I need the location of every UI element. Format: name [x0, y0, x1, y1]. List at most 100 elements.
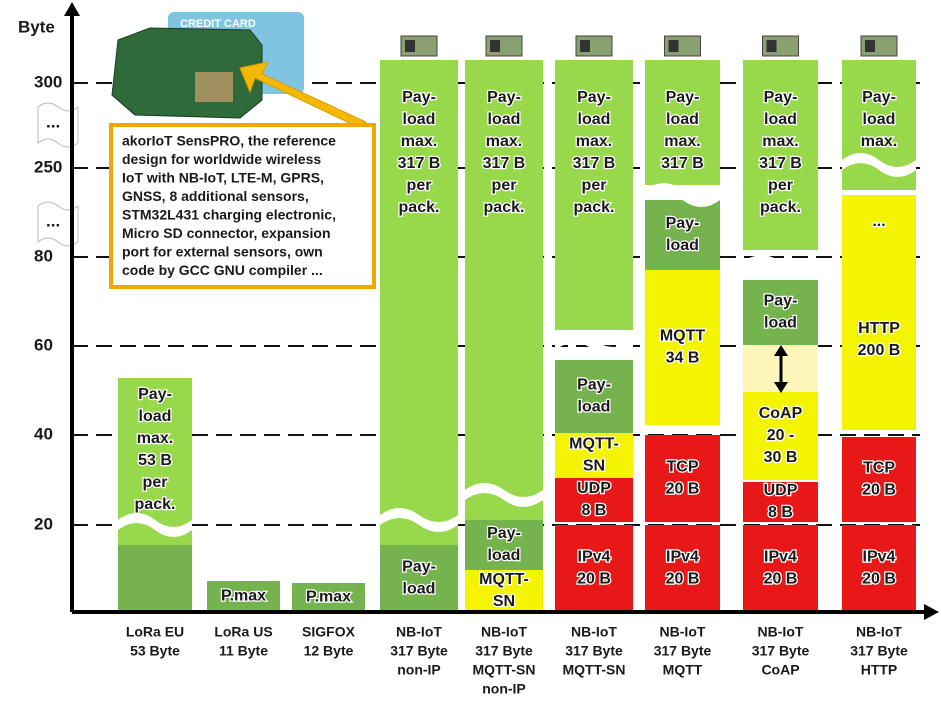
block-text: IPv4: [578, 549, 611, 566]
block: [645, 60, 720, 185]
block-text: pack.: [484, 199, 525, 216]
callout-text: akorIoT SensPRO, the reference: [122, 133, 336, 149]
block-text: 30 B: [764, 449, 798, 466]
block-text: UDP: [764, 482, 798, 499]
block: [465, 570, 543, 612]
block-text: max.: [401, 133, 437, 150]
block: [645, 200, 720, 270]
block: [842, 250, 916, 430]
block-text: P.max: [221, 588, 266, 605]
block: [465, 520, 543, 570]
block-text: per: [143, 474, 168, 491]
block-text: max.: [576, 133, 612, 150]
y-tick-label: 250: [34, 157, 62, 176]
callout-text: code by GCC GNU compiler ...: [122, 262, 323, 278]
block-text: TCP: [667, 459, 699, 476]
y-axis-arrow: [64, 2, 80, 16]
column-label: 317 Byte: [850, 643, 908, 659]
column-label: LoRa US: [214, 624, 272, 640]
block: [555, 60, 633, 330]
block-text: HTTP: [858, 320, 900, 337]
block-text: Pay-: [402, 559, 436, 576]
block: [380, 545, 458, 612]
break-wave: [842, 153, 916, 177]
block-text: Pay-: [764, 89, 798, 106]
block-text: 20 B: [666, 481, 700, 498]
column-label: NB-IoT: [481, 624, 527, 640]
block-text: load: [578, 399, 611, 416]
column-label: HTTP: [861, 662, 898, 678]
module-chip: [668, 40, 679, 52]
column-label: MQTT: [663, 662, 703, 678]
block-text: load: [403, 111, 436, 128]
block-text: MQTT: [660, 328, 706, 345]
block-text: 200 B: [858, 342, 901, 359]
block: [842, 437, 916, 522]
block: [842, 195, 916, 250]
block-text: Pay-: [862, 89, 896, 106]
block-text: 20 B: [764, 571, 798, 588]
column-label: SIGFOX: [302, 624, 356, 640]
callout-text: design for worldwide wireless: [122, 151, 321, 167]
break-wave: [465, 483, 543, 507]
block-text: 53 B: [138, 452, 172, 469]
block-text: Pay-: [764, 293, 798, 310]
block-text: 20 B: [862, 571, 896, 588]
block-text: load: [764, 111, 797, 128]
y-tick-label: 40: [34, 424, 53, 443]
block: [118, 545, 192, 612]
block-text: Pay-: [402, 89, 436, 106]
block-text: max.: [486, 133, 522, 150]
module-chip: [766, 40, 777, 52]
block: [743, 525, 818, 612]
break-wave: [645, 183, 720, 207]
block-text: pack.: [135, 496, 176, 513]
break-wave: [118, 513, 192, 537]
column-label: CoAP: [761, 662, 799, 678]
block-text: Pay-: [138, 386, 172, 403]
callout-text: port for external sensors, own: [122, 244, 323, 260]
break-wave: [555, 333, 633, 357]
column-label: NB-IoT: [396, 624, 442, 640]
card-label: CREDIT CARD: [180, 18, 256, 30]
block-text: pack.: [574, 199, 615, 216]
block: [743, 280, 818, 345]
device-photo: CREDIT CARD: [111, 12, 304, 119]
block-text: 8 B: [768, 504, 793, 521]
block-text: ...: [872, 213, 885, 230]
block-text: SN: [583, 458, 605, 475]
block: [555, 433, 633, 478]
block-text: per: [492, 177, 517, 194]
block: [645, 270, 720, 425]
block: [842, 525, 916, 612]
callout-arrow: [239, 61, 367, 129]
block: [555, 478, 633, 522]
callout-text: STM32L431 charging electronic,: [122, 207, 336, 223]
callout-text: Micro SD connector, expansion: [122, 225, 331, 241]
block-text: 317 B: [759, 155, 802, 172]
column-label: MQTT-SN: [473, 662, 536, 678]
block-text: pack.: [760, 199, 801, 216]
column-label: non-IP: [397, 662, 441, 678]
block: [743, 482, 818, 522]
block-text: Pay-: [577, 377, 611, 394]
callout-box: [109, 123, 376, 289]
block-text: 8 B: [582, 502, 607, 519]
block: [207, 581, 280, 612]
block-text: load: [666, 111, 699, 128]
block: [743, 392, 818, 480]
block-text: per: [768, 177, 793, 194]
y-tick-label: 300: [34, 72, 62, 91]
block-text: 317 B: [661, 155, 704, 172]
block-text: IPv4: [863, 549, 896, 566]
y-tick-label: 80: [34, 246, 53, 265]
block-text: UDP: [577, 480, 611, 497]
column-label: MQTT-SN: [563, 662, 626, 678]
block-text: 317 B: [573, 155, 616, 172]
block-text: TCP: [863, 460, 895, 477]
block-text: max.: [762, 133, 798, 150]
column-label: 53 Byte: [130, 643, 180, 659]
axis-break-dots: ...: [46, 112, 60, 131]
module-chip: [405, 40, 415, 52]
